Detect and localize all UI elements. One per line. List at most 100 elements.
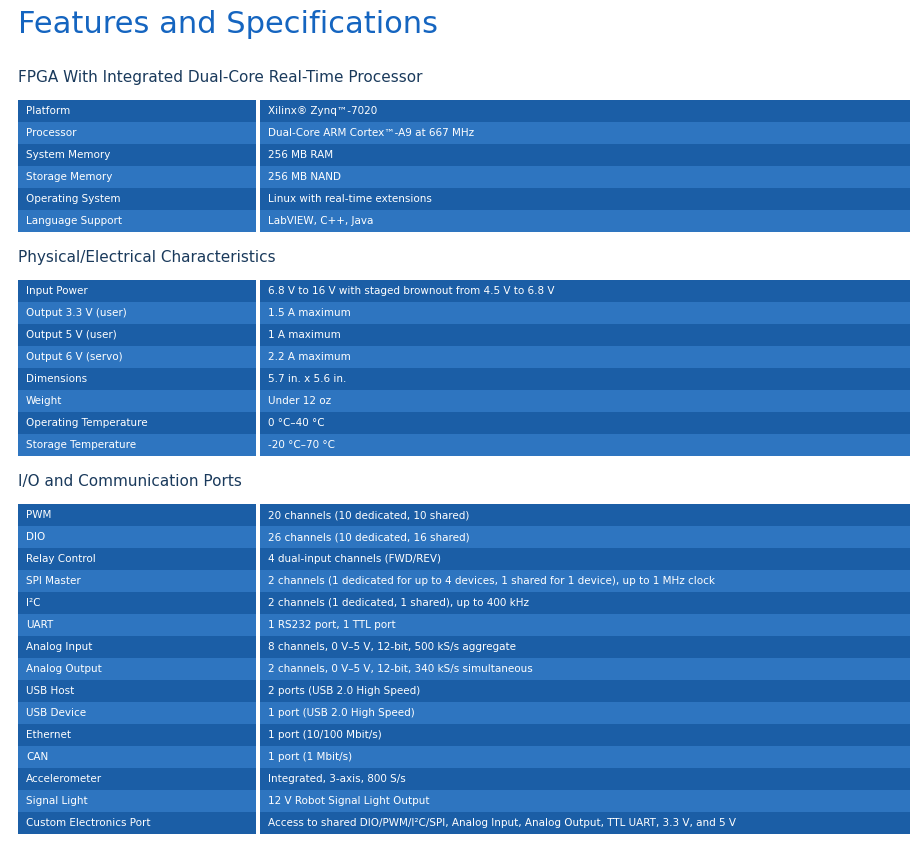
- Bar: [260, 548, 909, 570]
- Text: Platform: Platform: [26, 106, 70, 116]
- Text: 1 port (USB 2.0 High Speed): 1 port (USB 2.0 High Speed): [267, 708, 414, 718]
- Text: 2 ports (USB 2.0 High Speed): 2 ports (USB 2.0 High Speed): [267, 686, 420, 696]
- Text: Analog Input: Analog Input: [26, 642, 92, 652]
- Text: System Memory: System Memory: [26, 150, 110, 160]
- Bar: [18, 812, 255, 834]
- Bar: [18, 548, 255, 570]
- Bar: [18, 768, 255, 790]
- Text: 12 V Robot Signal Light Output: 12 V Robot Signal Light Output: [267, 796, 429, 806]
- Text: 256 MB NAND: 256 MB NAND: [267, 172, 341, 182]
- Text: FPGA With Integrated Dual-Core Real-Time Processor: FPGA With Integrated Dual-Core Real-Time…: [18, 70, 422, 85]
- Text: Dual-Core ARM Cortex™-A9 at 667 MHz: Dual-Core ARM Cortex™-A9 at 667 MHz: [267, 128, 473, 138]
- Bar: [260, 746, 909, 768]
- Bar: [260, 144, 909, 166]
- Text: 20 channels (10 dedicated, 10 shared): 20 channels (10 dedicated, 10 shared): [267, 510, 469, 520]
- Text: 2 channels (1 dedicated for up to 4 devices, 1 shared for 1 device), up to 1 MHz: 2 channels (1 dedicated for up to 4 devi…: [267, 576, 714, 586]
- Text: Signal Light: Signal Light: [26, 796, 87, 806]
- Text: UART: UART: [26, 620, 53, 630]
- Bar: [18, 368, 255, 390]
- Bar: [260, 210, 909, 232]
- Bar: [260, 302, 909, 324]
- Text: LabVIEW, C++, Java: LabVIEW, C++, Java: [267, 216, 373, 226]
- Bar: [18, 188, 255, 210]
- Text: USB Host: USB Host: [26, 686, 74, 696]
- Text: -20 °C–70 °C: -20 °C–70 °C: [267, 440, 335, 450]
- Bar: [260, 390, 909, 412]
- Text: Operating System: Operating System: [26, 194, 120, 204]
- Text: Analog Output: Analog Output: [26, 664, 102, 674]
- Text: 5.7 in. x 5.6 in.: 5.7 in. x 5.6 in.: [267, 374, 346, 384]
- Bar: [18, 636, 255, 658]
- Bar: [18, 390, 255, 412]
- Bar: [18, 724, 255, 746]
- Text: 2 channels, 0 V–5 V, 12-bit, 340 kS/s simultaneous: 2 channels, 0 V–5 V, 12-bit, 340 kS/s si…: [267, 664, 532, 674]
- Bar: [260, 434, 909, 456]
- Bar: [260, 702, 909, 724]
- Bar: [260, 680, 909, 702]
- Text: Linux with real-time extensions: Linux with real-time extensions: [267, 194, 431, 204]
- Bar: [260, 100, 909, 122]
- Bar: [260, 412, 909, 434]
- Text: Output 5 V (user): Output 5 V (user): [26, 330, 117, 340]
- Bar: [18, 280, 255, 302]
- Text: Accelerometer: Accelerometer: [26, 774, 102, 784]
- Bar: [260, 504, 909, 526]
- Bar: [18, 790, 255, 812]
- Bar: [260, 324, 909, 346]
- Text: 2 channels (1 dedicated, 1 shared), up to 400 kHz: 2 channels (1 dedicated, 1 shared), up t…: [267, 598, 528, 608]
- Bar: [18, 434, 255, 456]
- Bar: [18, 592, 255, 614]
- Bar: [18, 122, 255, 144]
- Bar: [260, 592, 909, 614]
- Bar: [18, 100, 255, 122]
- Text: DIO: DIO: [26, 532, 45, 542]
- Text: Processor: Processor: [26, 128, 76, 138]
- Text: 1 A maximum: 1 A maximum: [267, 330, 340, 340]
- Text: Weight: Weight: [26, 396, 62, 406]
- Text: Access to shared DIO/PWM/I²C/SPI, Analog Input, Analog Output, TTL UART, 3.3 V, : Access to shared DIO/PWM/I²C/SPI, Analog…: [267, 818, 735, 828]
- Bar: [260, 166, 909, 188]
- Bar: [18, 570, 255, 592]
- Text: I²C: I²C: [26, 598, 40, 608]
- Bar: [260, 768, 909, 790]
- Text: 1 port (1 Mbit/s): 1 port (1 Mbit/s): [267, 752, 352, 762]
- Text: I/O and Communication Ports: I/O and Communication Ports: [18, 474, 242, 489]
- Text: Storage Temperature: Storage Temperature: [26, 440, 136, 450]
- Text: 1 RS232 port, 1 TTL port: 1 RS232 port, 1 TTL port: [267, 620, 395, 630]
- Bar: [18, 504, 255, 526]
- Bar: [18, 144, 255, 166]
- Text: Input Power: Input Power: [26, 286, 87, 296]
- Bar: [260, 658, 909, 680]
- Text: Output 3.3 V (user): Output 3.3 V (user): [26, 308, 127, 318]
- Text: Operating Temperature: Operating Temperature: [26, 418, 147, 428]
- Bar: [18, 166, 255, 188]
- Bar: [260, 368, 909, 390]
- Bar: [260, 570, 909, 592]
- Text: 8 channels, 0 V–5 V, 12-bit, 500 kS/s aggregate: 8 channels, 0 V–5 V, 12-bit, 500 kS/s ag…: [267, 642, 516, 652]
- Text: Under 12 oz: Under 12 oz: [267, 396, 331, 406]
- Bar: [260, 790, 909, 812]
- Text: 2.2 A maximum: 2.2 A maximum: [267, 352, 350, 362]
- Bar: [18, 346, 255, 368]
- Bar: [260, 812, 909, 834]
- Text: Storage Memory: Storage Memory: [26, 172, 112, 182]
- Text: Dimensions: Dimensions: [26, 374, 87, 384]
- Text: PWM: PWM: [26, 510, 51, 520]
- Text: Physical/Electrical Characteristics: Physical/Electrical Characteristics: [18, 250, 276, 265]
- Bar: [18, 302, 255, 324]
- Bar: [18, 412, 255, 434]
- Bar: [260, 280, 909, 302]
- Text: Features and Specifications: Features and Specifications: [18, 10, 437, 39]
- Bar: [18, 526, 255, 548]
- Bar: [18, 658, 255, 680]
- Text: Relay Control: Relay Control: [26, 554, 96, 564]
- Text: Ethernet: Ethernet: [26, 730, 71, 740]
- Bar: [18, 324, 255, 346]
- Text: 0 °C–40 °C: 0 °C–40 °C: [267, 418, 324, 428]
- Bar: [260, 188, 909, 210]
- Bar: [18, 210, 255, 232]
- Text: 6.8 V to 16 V with staged brownout from 4.5 V to 6.8 V: 6.8 V to 16 V with staged brownout from …: [267, 286, 554, 296]
- Bar: [260, 526, 909, 548]
- Bar: [260, 636, 909, 658]
- Text: 256 MB RAM: 256 MB RAM: [267, 150, 333, 160]
